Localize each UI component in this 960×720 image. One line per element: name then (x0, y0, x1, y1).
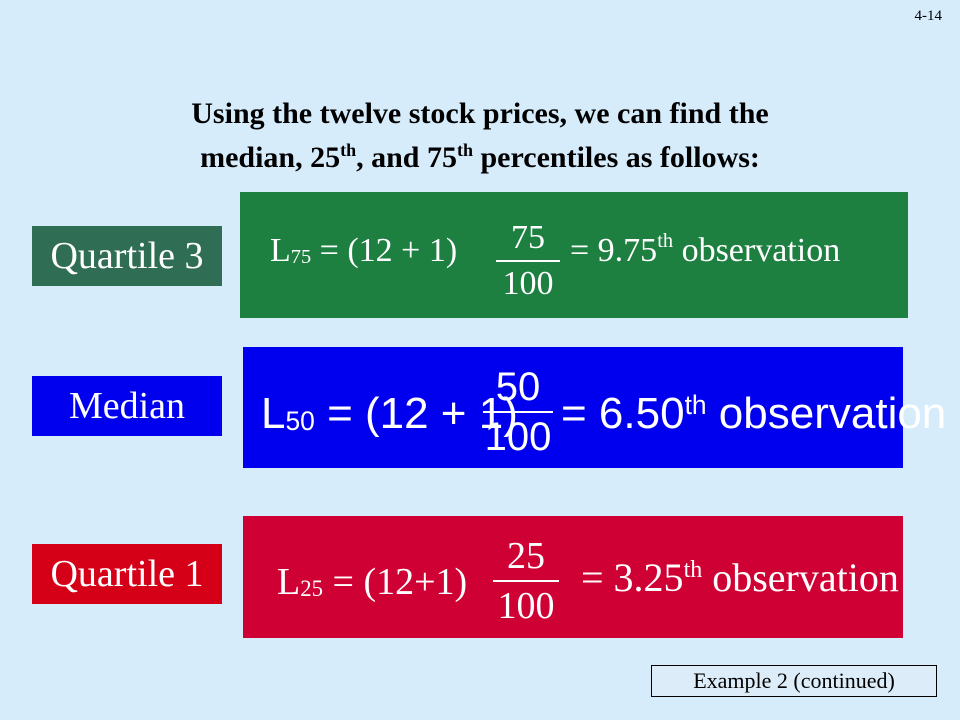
quartile-1-fraction: 25 100 (493, 536, 559, 626)
heading-line-1: Using the twelve stock prices, we can fi… (191, 97, 769, 130)
fraction-numerator: 75 (511, 219, 545, 256)
quartile-3-fraction: 75 100 (496, 220, 560, 302)
slide-heading: Using the twelve stock prices, we can fi… (60, 92, 900, 180)
quartile-1-expression: L25 = (12+1) (277, 561, 468, 603)
fraction-bar (496, 260, 560, 262)
median-fraction: 50 100 (483, 367, 553, 457)
quartile-1-formula-box: L25 = (12+1) 25 100 = 3.25th observation (243, 516, 903, 638)
fraction-denominator: 100 (484, 415, 552, 459)
fraction-bar (493, 580, 559, 582)
fraction-denominator: 100 (502, 265, 554, 302)
fraction-denominator: 100 (497, 585, 555, 627)
median-expression: L50 = (12 + 1) (261, 389, 518, 438)
median-result: = 6.50th observation (561, 389, 947, 438)
quartile-3-formula-box: L75 = (12 + 1) 75 100 = 9.75th observati… (240, 192, 908, 318)
quartile-1-label: Quartile 1 (32, 544, 222, 604)
quartile-3-result: = 9.75th observation (570, 230, 841, 269)
quartile-3-label: Quartile 3 (32, 226, 222, 286)
example-caption: Example 2 (continued) (651, 665, 937, 697)
slide-number: 4-14 (914, 8, 943, 24)
fraction-bar (483, 411, 553, 413)
heading-line-2: median, 25th, and 75th percentiles as fo… (200, 140, 760, 174)
median-formula-box: L50 = (12 + 1) 50 100 = 6.50th observati… (243, 347, 946, 468)
median-label: Median (32, 376, 222, 436)
fraction-numerator: 50 (495, 365, 541, 409)
quartile-3-expression: L75 = (12 + 1) (270, 232, 458, 269)
fraction-numerator: 25 (507, 535, 545, 577)
quartile-1-result: = 3.25th observation (581, 555, 899, 600)
